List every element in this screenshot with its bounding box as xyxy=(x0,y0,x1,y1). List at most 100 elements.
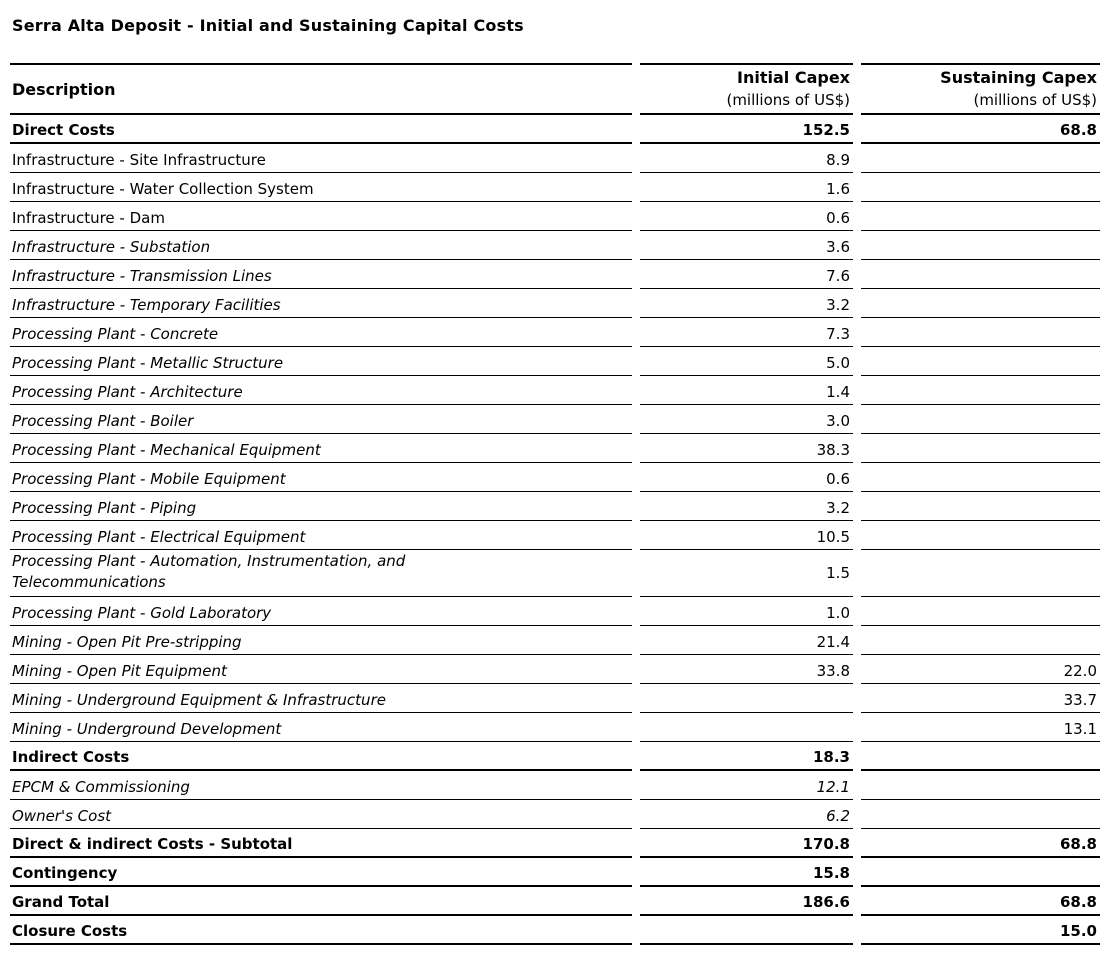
page-title: Serra Alta Deposit - Initial and Sustain… xyxy=(12,16,524,35)
sustaining-capex-cell xyxy=(861,858,1100,887)
sustaining-capex-cell: 13.1 xyxy=(861,713,1100,742)
sustaining-capex-cell: 68.8 xyxy=(861,887,1100,916)
sustaining-capex-cell xyxy=(861,173,1100,202)
sustaining-capex-cell xyxy=(861,144,1100,173)
sustaining-capex-cell xyxy=(861,742,1100,771)
description-cell: Processing Plant - Boiler xyxy=(10,405,632,434)
description-cell: Infrastructure - Site Infrastructure xyxy=(10,144,632,173)
sustaining-capex-cell: 68.8 xyxy=(861,829,1100,858)
description-cell: Indirect Costs xyxy=(10,742,632,771)
description-cell: EPCM & Commissioning xyxy=(10,771,632,800)
initial-capex-cell: 38.3 xyxy=(640,434,853,463)
table-row: Infrastructure - Site Infrastructure 8.9 xyxy=(10,144,1100,173)
description-cell: Closure Costs xyxy=(10,916,632,945)
table-row: Processing Plant - Mechanical Equipment 3… xyxy=(10,434,1100,463)
table-row: Contingency 15.8 xyxy=(10,858,1100,887)
table-row: Mining - Open Pit Pre-stripping 21.4 xyxy=(10,626,1100,655)
initial-capex-cell: 12.1 xyxy=(640,771,853,800)
initial-capex-cell: 18.3 xyxy=(640,742,853,771)
sustaining-capex-cell xyxy=(861,463,1100,492)
description-cell: Processing Plant - Metallic Structure xyxy=(10,347,632,376)
description-cell: Processing Plant - Piping xyxy=(10,492,632,521)
column-header-sustaining-capex-units: (millions of US$) xyxy=(973,91,1097,109)
initial-capex-cell: 1.6 xyxy=(640,173,853,202)
description-cell: Infrastructure - Water Collection System xyxy=(10,173,632,202)
description-cell: Direct Costs xyxy=(10,115,632,144)
initial-capex-cell: 1.5 xyxy=(640,550,853,597)
table-row: Grand Total 186.6 68.8 xyxy=(10,887,1100,916)
sustaining-capex-cell xyxy=(861,376,1100,405)
sustaining-capex-cell xyxy=(861,405,1100,434)
sustaining-capex-cell: 68.8 xyxy=(861,115,1100,144)
initial-capex-cell: 7.3 xyxy=(640,318,853,347)
initial-capex-cell: 186.6 xyxy=(640,887,853,916)
table-row: Processing Plant - Boiler 3.0 xyxy=(10,405,1100,434)
initial-capex-cell: 8.9 xyxy=(640,144,853,173)
table-header-row: Description Initial Capex (millions of U… xyxy=(10,63,1100,115)
sustaining-capex-cell: 22.0 xyxy=(861,655,1100,684)
description-cell: Processing Plant - Electrical Equipment xyxy=(10,521,632,550)
sustaining-capex-cell xyxy=(861,318,1100,347)
description-cell: Owner's Cost xyxy=(10,800,632,829)
description-cell: Direct & indirect Costs - Subtotal xyxy=(10,829,632,858)
sustaining-capex-cell: 33.7 xyxy=(861,684,1100,713)
table-row: Processing Plant - Metallic Structure 5.0 xyxy=(10,347,1100,376)
column-header-initial-capex-label: Initial Capex xyxy=(737,68,850,87)
initial-capex-cell: 3.6 xyxy=(640,231,853,260)
initial-capex-cell: 3.0 xyxy=(640,405,853,434)
initial-capex-cell xyxy=(640,713,853,742)
initial-capex-cell: 1.0 xyxy=(640,597,853,626)
table-row: Infrastructure - Substation 3.6 xyxy=(10,231,1100,260)
column-header-initial-capex-units: (millions of US$) xyxy=(726,91,850,109)
column-header-description: Description xyxy=(10,63,632,115)
initial-capex-cell: 7.6 xyxy=(640,260,853,289)
table-row: Processing Plant - Architecture 1.4 xyxy=(10,376,1100,405)
description-cell: Infrastructure - Temporary Facilities xyxy=(10,289,632,318)
initial-capex-cell: 15.8 xyxy=(640,858,853,887)
description-cell: Infrastructure - Substation xyxy=(10,231,632,260)
description-cell: Processing Plant - Automation, Instrumen… xyxy=(10,550,632,597)
sustaining-capex-cell xyxy=(861,434,1100,463)
description-cell: Processing Plant - Architecture xyxy=(10,376,632,405)
column-header-sustaining-capex: Sustaining Capex (millions of US$) xyxy=(861,63,1100,115)
initial-capex-cell: 3.2 xyxy=(640,492,853,521)
table-row: Infrastructure - Water Collection System… xyxy=(10,173,1100,202)
table-body: Direct Costs 152.5 68.8 Infrastructure - Si… xyxy=(10,115,1100,945)
sustaining-capex-cell xyxy=(861,550,1100,597)
table-row: Mining - Underground Development 13.1 xyxy=(10,713,1100,742)
table-row: Processing Plant - Gold Laboratory 1.0 xyxy=(10,597,1100,626)
description-cell: Processing Plant - Mobile Equipment xyxy=(10,463,632,492)
sustaining-capex-cell xyxy=(861,800,1100,829)
initial-capex-cell: 10.5 xyxy=(640,521,853,550)
column-header-initial-capex: Initial Capex (millions of US$) xyxy=(640,63,853,115)
table-row: Infrastructure - Temporary Facilities 3.2 xyxy=(10,289,1100,318)
initial-capex-cell: 33.8 xyxy=(640,655,853,684)
description-cell: Processing Plant - Mechanical Equipment xyxy=(10,434,632,463)
table-row: Processing Plant - Electrical Equipment 1… xyxy=(10,521,1100,550)
capital-costs-table: Description Initial Capex (millions of U… xyxy=(10,63,1100,945)
table-row: Direct Costs 152.5 68.8 xyxy=(10,115,1100,144)
description-cell: Mining - Open Pit Equipment xyxy=(10,655,632,684)
sustaining-capex-cell xyxy=(861,521,1100,550)
table-row: Mining - Underground Equipment & Infrast… xyxy=(10,684,1100,713)
initial-capex-cell xyxy=(640,684,853,713)
description-cell: Processing Plant - Gold Laboratory xyxy=(10,597,632,626)
initial-capex-cell: 3.2 xyxy=(640,289,853,318)
initial-capex-cell: 5.0 xyxy=(640,347,853,376)
initial-capex-cell: 152.5 xyxy=(640,115,853,144)
sustaining-capex-cell: 15.0 xyxy=(861,916,1100,945)
sustaining-capex-cell xyxy=(861,202,1100,231)
initial-capex-cell: 0.6 xyxy=(640,202,853,231)
column-header-sustaining-capex-label: Sustaining Capex xyxy=(940,68,1097,87)
sustaining-capex-cell xyxy=(861,597,1100,626)
initial-capex-cell xyxy=(640,916,853,945)
table-row: Mining - Open Pit Equipment 33.8 22.0 xyxy=(10,655,1100,684)
description-cell: Infrastructure - Dam xyxy=(10,202,632,231)
initial-capex-cell: 6.2 xyxy=(640,800,853,829)
sustaining-capex-cell xyxy=(861,492,1100,521)
sustaining-capex-cell xyxy=(861,626,1100,655)
initial-capex-cell: 1.4 xyxy=(640,376,853,405)
description-cell: Processing Plant - Concrete xyxy=(10,318,632,347)
description-cell: Grand Total xyxy=(10,887,632,916)
